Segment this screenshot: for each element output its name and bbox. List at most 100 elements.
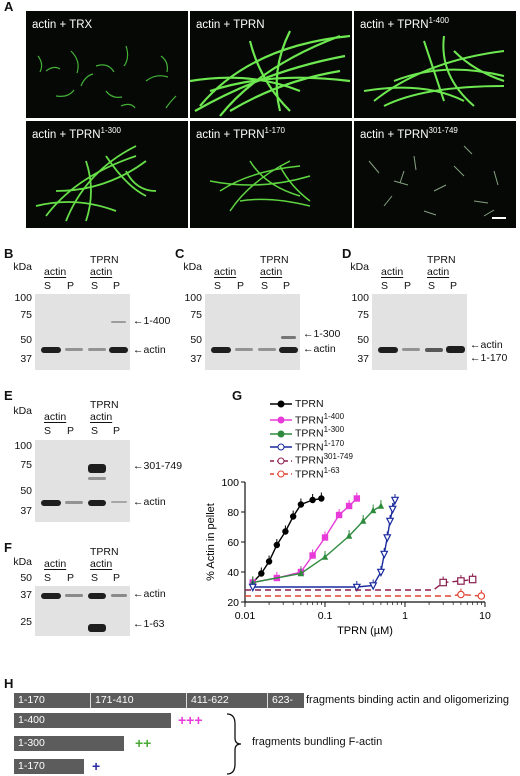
marker-label: 50 (190, 334, 202, 346)
micrograph-actin-tprn-1-170: actin + TPRN1-170 (190, 121, 352, 228)
marker-label: 100 (184, 292, 202, 304)
lane-p: P (237, 280, 245, 292)
data-point (468, 575, 477, 584)
filament-image (35, 145, 157, 222)
data-point (297, 569, 305, 577)
lane-p: P (113, 280, 121, 292)
micrograph-caption: actin + TPRN301-749 (360, 126, 458, 141)
marker-label: 100 (14, 292, 32, 304)
legend-swatch (270, 416, 292, 424)
filament-image (37, 45, 177, 109)
data-point (273, 541, 281, 549)
marker-label: 50 (20, 485, 32, 497)
lane-s: S (261, 280, 269, 292)
y-tick-label: 20 (227, 597, 239, 609)
segment-411-622: 411-622 (187, 693, 268, 708)
panel-label-f: F (4, 540, 12, 555)
legend-swatch (270, 457, 292, 465)
segment-1-170: 1-170 (14, 693, 91, 708)
gel-e (35, 440, 130, 522)
marker-label: 37 (190, 353, 202, 365)
panel-label-b: B (4, 246, 14, 261)
legend-label: TPRN (295, 427, 324, 440)
data-point (439, 578, 447, 587)
legend-swatch (270, 400, 292, 408)
legend-swatch (270, 430, 292, 438)
data-point (321, 553, 329, 560)
arrow-label: ←1-170 (470, 352, 508, 364)
data-point (457, 590, 465, 599)
arrow-label: ←actin (303, 343, 336, 355)
group-label-actin: actin (214, 266, 237, 278)
data-point (353, 495, 361, 502)
marker-label: 37 (20, 505, 32, 517)
scale-bar (492, 217, 506, 219)
band-fragment (88, 464, 106, 473)
data-point (248, 583, 257, 593)
marker-label: 50 (20, 334, 32, 346)
band-actin (41, 347, 61, 353)
micrograph-actin-tprn-1-400: actin + TPRN1-400 (354, 11, 516, 118)
data-point (359, 517, 367, 524)
marker-label: 37 (357, 353, 369, 365)
band-actin (279, 347, 298, 353)
lane-s: S (44, 425, 52, 437)
micrograph-actin-tprn: actin + TPRN (190, 11, 352, 118)
marker-label: 50 (357, 334, 369, 346)
micrograph-caption: actin + TPRN1-300 (32, 126, 121, 141)
lane-p: P (113, 425, 121, 437)
panel-label-a: A (4, 0, 14, 14)
series-line (252, 497, 322, 583)
group-label-actin: actin (44, 558, 67, 570)
band-actin-faint (65, 348, 83, 351)
micrograph-caption: actin + TRX (32, 18, 93, 31)
lane-p: P (67, 572, 75, 584)
x-tick-label: 0.01 (235, 610, 256, 622)
legend-superscript: 1-63 (323, 465, 340, 475)
band-actin (425, 348, 443, 352)
data-point (385, 517, 395, 527)
data-point (380, 550, 389, 560)
lane-s: S (428, 280, 436, 292)
group-label-actin: actin (44, 266, 67, 278)
arrow-label: ←301-749 (133, 460, 183, 472)
lane-s: S (91, 425, 99, 437)
group-label-tprn: TPRN (90, 254, 119, 266)
data-point (345, 502, 353, 510)
legend-label: TPRN (295, 454, 324, 467)
arrow-label: ←actin (133, 588, 166, 600)
band-actin-faint (402, 348, 420, 351)
arrow-label: ←actin (133, 344, 166, 356)
band-fragment (111, 321, 126, 323)
marker-label: 50 (20, 572, 32, 584)
gel-c (205, 294, 300, 370)
legend-label: TPRN (295, 468, 324, 480)
band-fragment (281, 336, 296, 339)
data-point (352, 583, 362, 593)
filament-image (368, 145, 506, 219)
data-point (477, 592, 486, 600)
oligomerizing-label: fragments binding actin and oligomerizin… (306, 694, 510, 706)
micrograph-caption: actin + TPRN1-400 (360, 16, 449, 31)
binding-curve-chart: 20 40 60 80 100 0.01 0.1 1 10 TPRN (µM) % Actin in… (205, 477, 491, 637)
group-label-actin: actin (90, 266, 113, 278)
data-point (289, 513, 297, 520)
lane-p: P (67, 280, 75, 292)
group-label-tprn: TPRN (427, 254, 456, 266)
micrograph-caption: actin + TPRN (196, 18, 265, 31)
data-point (258, 570, 265, 577)
lane-p: P (404, 280, 412, 292)
band-actin (88, 500, 106, 506)
x-tick-label: 0.1 (318, 610, 333, 622)
panel-label-d: D (342, 246, 352, 261)
arrow-label: ←1-300 (303, 328, 341, 340)
series-line (252, 505, 382, 584)
y-tick-label: 40 (227, 567, 239, 579)
legend-entry: TPRN1-170 (270, 439, 344, 453)
legend-superscript: 301-749 (323, 452, 353, 461)
group-label-tprn: TPRN (90, 399, 119, 411)
lane-p: P (67, 425, 75, 437)
lane-s: S (381, 280, 389, 292)
band-actin-faint (111, 501, 127, 503)
arrow-label: ←1-400 (133, 315, 171, 327)
